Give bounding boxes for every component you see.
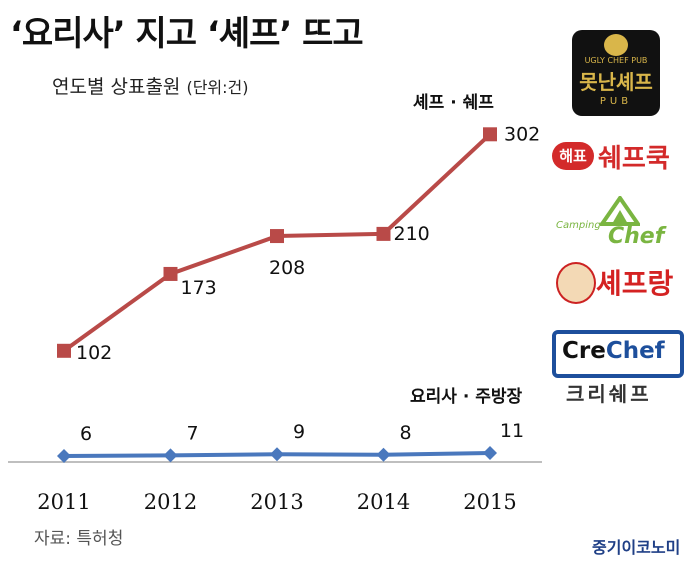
crechef-chef: Chef — [605, 338, 665, 364]
cook-point-marker — [376, 447, 391, 462]
ugly-chef-pub-logo: UGLY CHEF PUB 못난셰프 PUB — [572, 30, 660, 116]
unit-note: (단위:건) — [186, 78, 249, 97]
cook-data-label: 11 — [500, 420, 524, 442]
camping-chef-text: Chef — [608, 224, 665, 249]
source-note: 자료: 특허청 — [34, 529, 124, 549]
cook-point-marker — [163, 448, 178, 463]
subtitle-text: 연도별 상표출원 — [52, 76, 181, 98]
x-tick-label: 2011 — [37, 490, 90, 514]
x-tick-label: 2012 — [144, 490, 197, 514]
chefrang-logo: 셰프랑 — [556, 262, 686, 304]
cook-data-label: 9 — [293, 421, 305, 443]
chefrang-text: 셰프랑 — [596, 267, 674, 300]
haepyo-chefcook-logo: 해표 쉐프쿡 — [552, 140, 688, 174]
tent-icon — [600, 196, 640, 226]
cook-data-label: 7 — [186, 422, 198, 444]
camping-text: Camping — [556, 220, 601, 231]
crechef-wordmark: CreChef — [562, 338, 665, 364]
crechef-korean: 크리쉐프 — [566, 382, 652, 406]
cook-point-marker — [270, 447, 284, 462]
ugly-chef-top-text: UGLY CHEF PUB — [584, 56, 648, 65]
chef-point-marker — [376, 226, 391, 241]
cook-point-marker — [57, 449, 71, 463]
chef-hat-icon — [604, 34, 628, 56]
cook-series-label: 요리사 · 주방장 — [410, 387, 522, 407]
cook-point-marker — [483, 446, 497, 460]
ugly-chef-name: 못난셰프 — [579, 70, 653, 94]
chef-data-label: 208 — [269, 257, 305, 279]
camping-chef-logo: Camping Chef — [556, 196, 686, 250]
ugly-chef-pub-text: PUB — [599, 96, 633, 107]
haepyo-text: 쉐프쿡 — [598, 144, 670, 174]
cook-data-label: 6 — [80, 423, 92, 445]
chef-point-marker — [163, 266, 178, 281]
chef-data-label: 302 — [504, 123, 540, 145]
chef-data-label: 173 — [181, 277, 217, 299]
x-tick-label: 2015 — [463, 490, 516, 514]
chart-subtitle: 연도별 상표출원 (단위:건) — [52, 72, 249, 99]
chef-point-marker — [270, 229, 284, 244]
cook-data-label: 8 — [399, 422, 411, 444]
crechef-logo: CreChef 크리쉐프 — [552, 330, 684, 406]
x-tick-label: 2013 — [250, 490, 303, 514]
publisher-credit: 중기이코노미 — [592, 538, 681, 557]
chef-point-marker — [483, 127, 497, 142]
chef-data-label: 102 — [76, 342, 112, 364]
chef-series-label: 셰프 · 쉐프 — [413, 93, 494, 113]
chart-title: ‘요리사’ 지고 ‘셰프’ 뜨고 — [10, 14, 364, 54]
haepyo-badge: 해표 — [552, 142, 594, 170]
chef-point-marker — [57, 343, 71, 358]
chef-face-icon — [556, 262, 596, 304]
crechef-cre: Cre — [562, 338, 606, 364]
crechef-box: CreChef — [552, 330, 684, 378]
chef-data-label: 210 — [394, 223, 430, 245]
x-tick-label: 2014 — [357, 490, 410, 514]
